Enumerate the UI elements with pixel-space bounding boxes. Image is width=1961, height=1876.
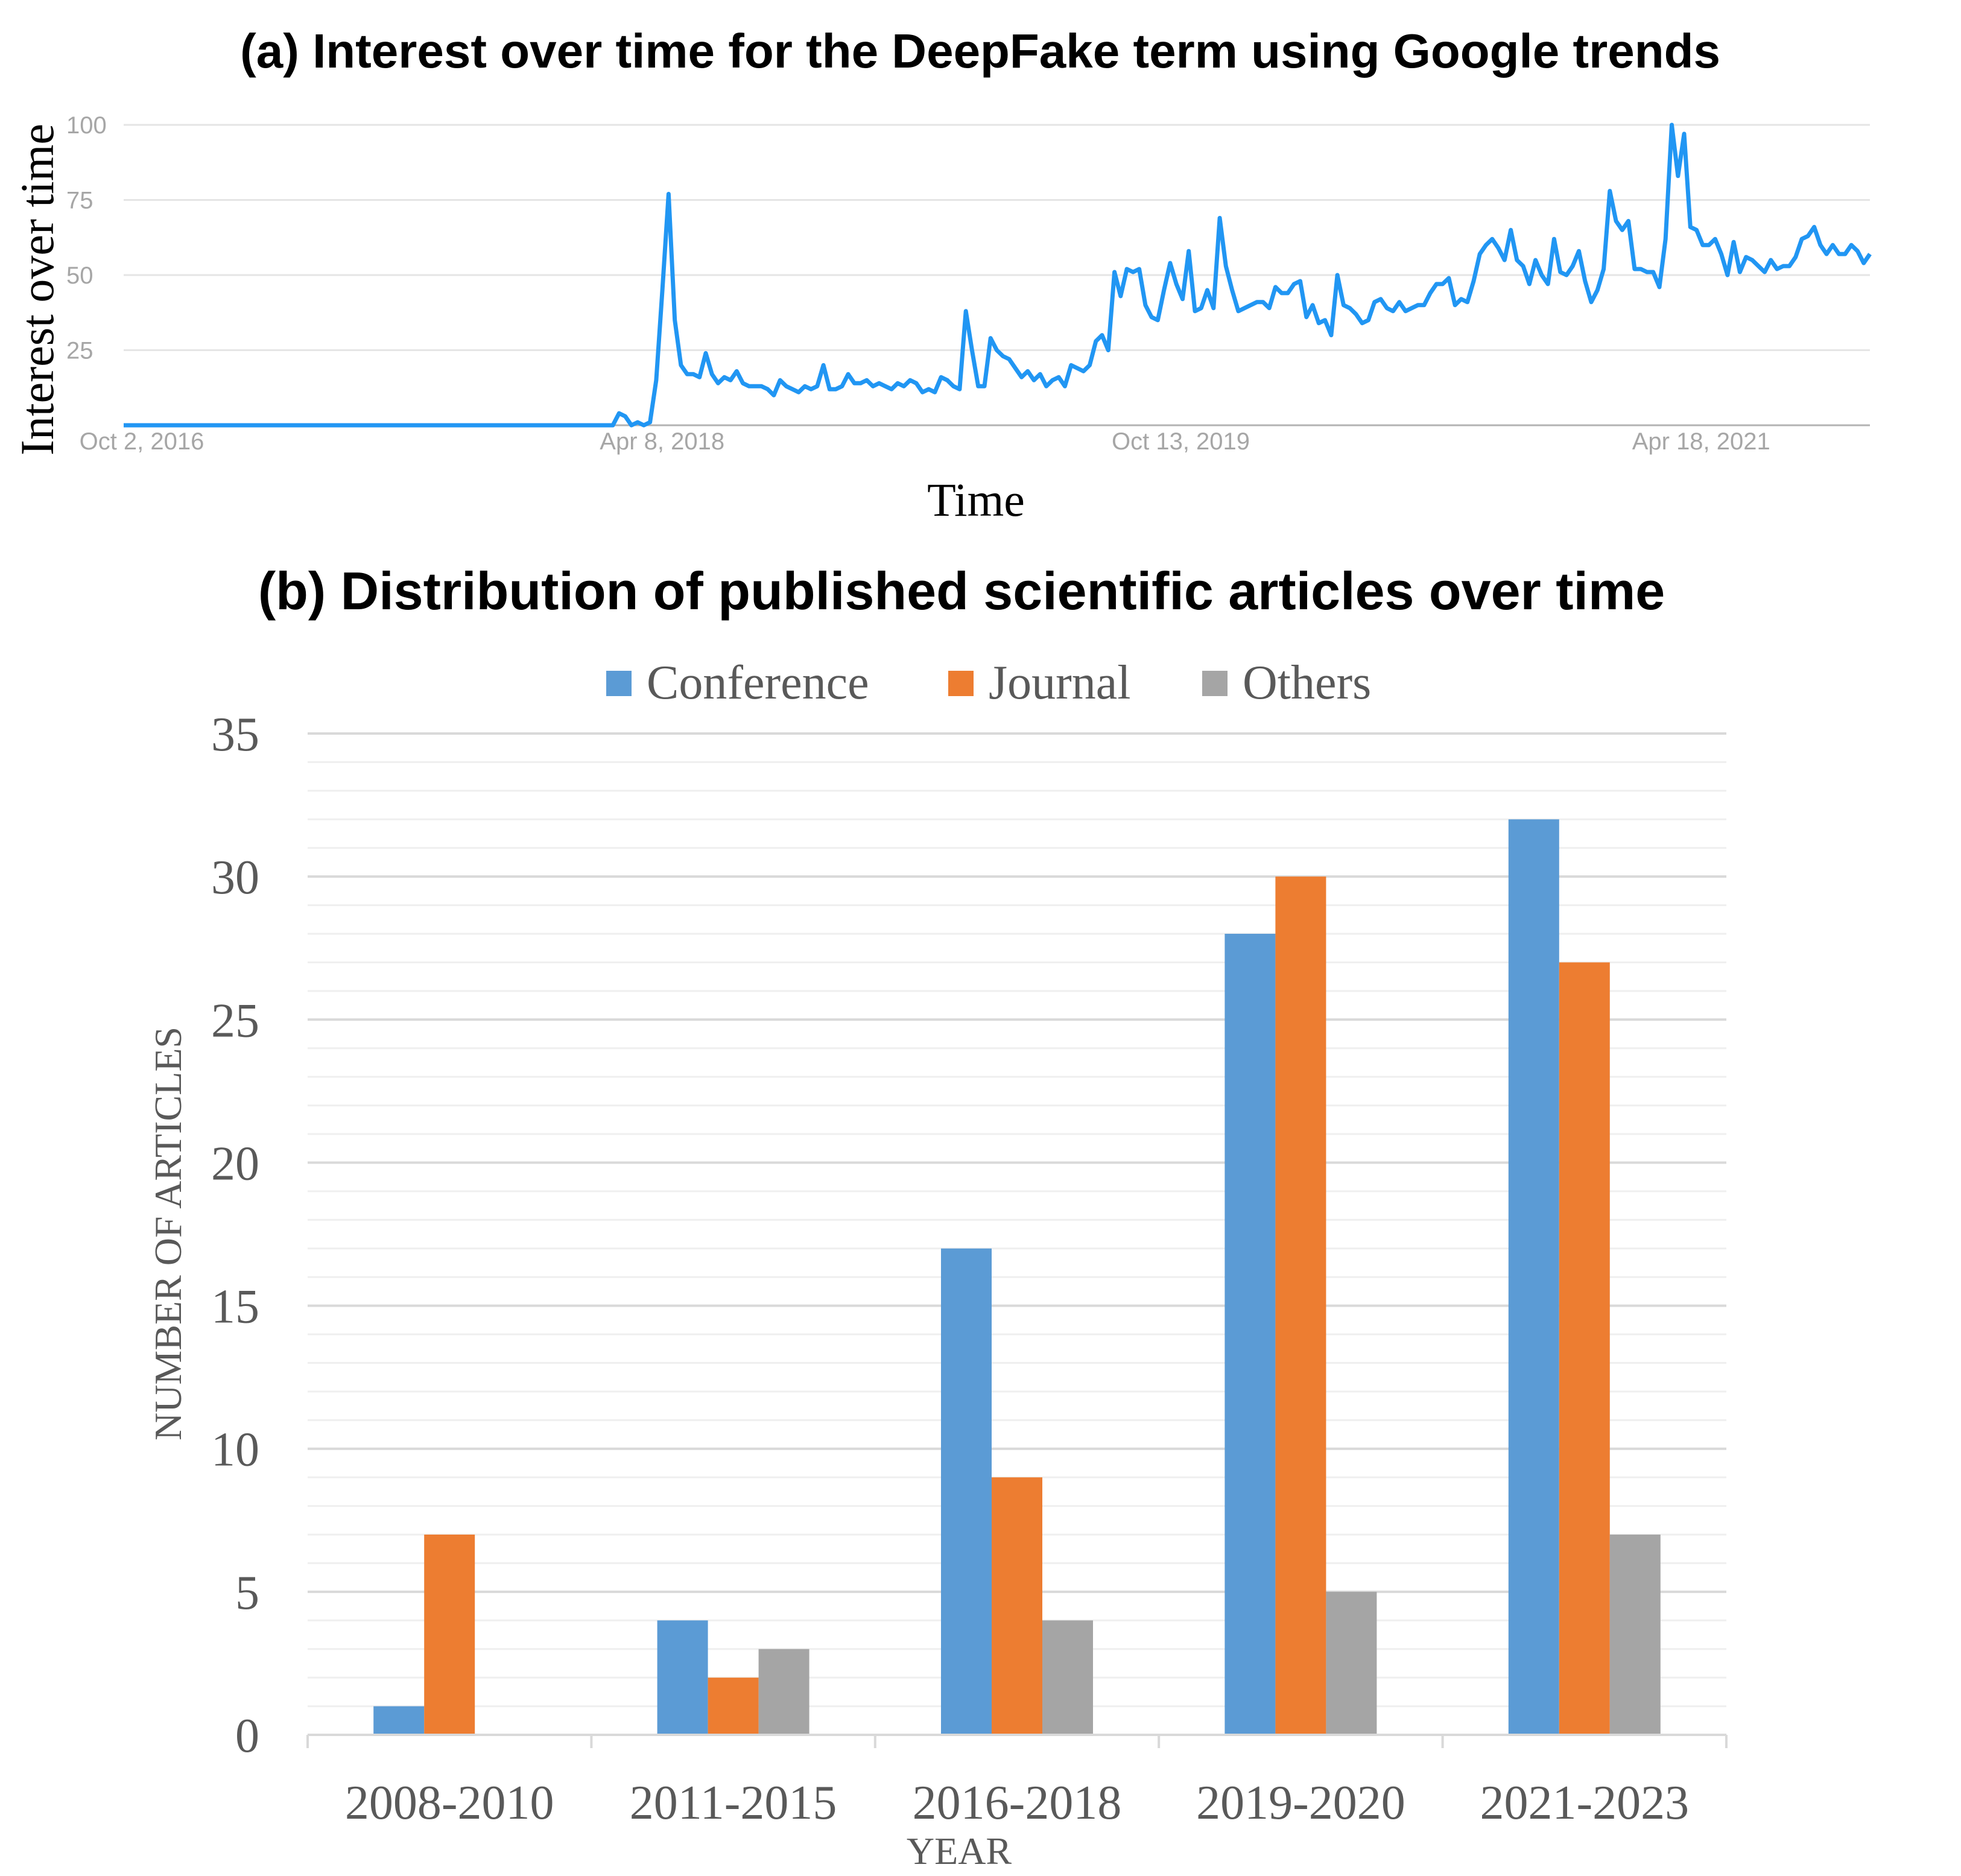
bar-conference-2008-2010	[373, 1706, 425, 1735]
chart-a-y-tick-label: 50	[66, 262, 93, 289]
legend-swatch-others	[1202, 671, 1228, 696]
bar-others-2016-2018	[1042, 1620, 1093, 1735]
bar-others-2011-2015	[758, 1649, 809, 1735]
chart-a-y-tick-label: 75	[66, 188, 93, 214]
legend-label-journal: Journal	[989, 656, 1131, 709]
bar-journal-2016-2018	[992, 1477, 1042, 1735]
chart-b-x-tick-label: 2008-2010	[345, 1776, 554, 1830]
bar-others-2021-2023	[1609, 1535, 1661, 1735]
bar-conference-2011-2015	[657, 1620, 708, 1735]
legend-label-others: Others	[1243, 656, 1371, 709]
chart-a-y-tick-label: 100	[66, 112, 107, 139]
legend-swatch-journal	[948, 671, 974, 696]
chart-a-x-tick-label: Oct 2, 2016	[80, 428, 204, 455]
chart-a-x-label: Time	[927, 474, 1025, 526]
chart-b-title: (b) Distribution of published scientific…	[258, 561, 1665, 621]
bar-conference-2019-2020	[1224, 934, 1276, 1735]
chart-a-y-tick-label: 25	[66, 338, 93, 364]
chart-b-y-tick-label: 25	[211, 994, 259, 1047]
chart-b-y-ticks: 0 5 10 15 20 25 30 35	[211, 708, 259, 1763]
chart-b-y-tick-label: 0	[235, 1710, 259, 1763]
chart-b-x-tick-label: 2019-2020	[1196, 1776, 1405, 1830]
legend-swatch-conference	[606, 671, 632, 696]
chart-b-y-tick-label: 30	[211, 851, 259, 904]
chart-b-x-tick-label: 2011-2015	[630, 1776, 837, 1830]
chart-a-title: (a) Interest over time for the DeepFake …	[240, 24, 1720, 78]
chart-b-y-tick-label: 10	[211, 1424, 259, 1477]
chart-a-y-ticks: 25 50 75 100	[66, 112, 107, 364]
chart-b-y-tick-label: 15	[211, 1281, 259, 1334]
chart-a-x-tick-label: Oct 13, 2019	[1112, 428, 1250, 455]
chart-b-x-label: YEAR	[907, 1830, 1012, 1872]
bar-others-2019-2020	[1326, 1591, 1377, 1735]
chart-b-y-tick-label: 35	[211, 708, 259, 761]
articles-chart: (b) Distribution of published scientific…	[147, 561, 1728, 1872]
chart-b-y-tick-label: 5	[235, 1567, 259, 1620]
bar-conference-2021-2023	[1508, 819, 1559, 1735]
bar-journal-2021-2023	[1559, 962, 1610, 1735]
chart-a-x-tick-label: Apr 18, 2021	[1632, 428, 1770, 455]
chart-a-y-label: Interest over time	[11, 124, 63, 455]
chart-b-x-tick-label: 2021-2023	[1480, 1776, 1689, 1830]
chart-b-x-axis	[306, 1734, 1728, 1748]
bar-journal-2008-2010	[424, 1535, 475, 1735]
bar-journal-2019-2020	[1275, 876, 1326, 1735]
chart-a-x-ticks: Oct 2, 2016 Apr 8, 2018 Oct 13, 2019 Apr 18…	[80, 428, 1770, 455]
chart-a-gridlines	[124, 124, 1870, 426]
bar-journal-2011-2015	[708, 1678, 759, 1735]
chart-a-x-tick-label: Apr 8, 2018	[600, 428, 724, 455]
legend-label-conference: Conference	[647, 656, 869, 709]
chart-b-legend: Conference Journal Others	[606, 656, 1371, 709]
chart-b-x-ticks: 2008-2010 2011-2015 2016-2018 2019-2020 2021…	[345, 1776, 1689, 1830]
chart-b-y-label: NUMBER OF ARTICLES	[147, 1027, 189, 1440]
chart-a-series-line	[124, 122, 1872, 428]
chart-b-x-tick-label: 2016-2018	[913, 1776, 1122, 1830]
trends-chart: (a) Interest over time for the DeepFake …	[11, 24, 1872, 526]
bar-conference-2016-2018	[941, 1248, 992, 1735]
chart-b-y-tick-label: 20	[211, 1137, 259, 1190]
chart-b-bars	[373, 819, 1661, 1735]
